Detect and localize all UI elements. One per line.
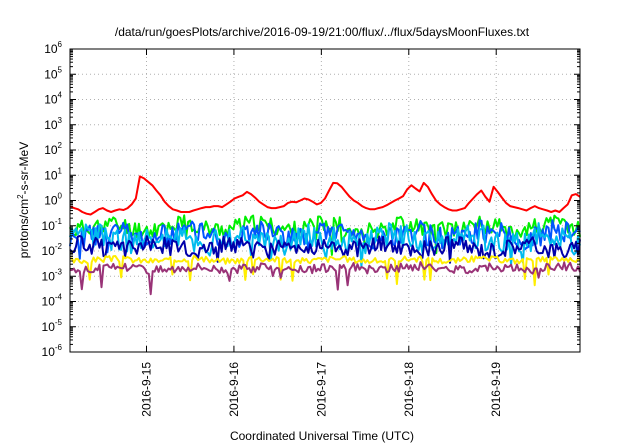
y-tick-exponent: -6 <box>55 343 63 352</box>
y-tick-exponent: 2 <box>58 141 63 150</box>
x-axis: 2016-9-15 2016-9-16 2016-9-17 2016-9-18 2016… <box>140 49 503 417</box>
y-tick-label: 10-2 <box>42 242 63 258</box>
x-tick-label: 2016-9-16 <box>227 362 241 417</box>
y-tick-label: 101 <box>44 166 62 182</box>
grid <box>70 49 580 352</box>
y-tick-exponent: -3 <box>55 267 63 276</box>
y-tick-label: 102 <box>44 141 62 157</box>
y-axis-label: protons/cm2-s-sr-MeV <box>16 142 31 258</box>
y-tick-label: 100 <box>44 192 62 208</box>
series-line <box>69 175 581 216</box>
x-tick-label: 2016-9-18 <box>402 362 416 417</box>
y-axis-label-pre: protons/cm <box>17 199 31 258</box>
y-tick-label: 10-4 <box>42 293 63 309</box>
y-axis: 10-610-510-410-310-210-11001011021031041… <box>42 40 580 359</box>
y-tick-label: 105 <box>44 65 62 81</box>
y-tick-label: 106 <box>44 40 62 56</box>
y-tick-label: 103 <box>44 116 62 132</box>
y-tick-exponent: 0 <box>58 192 63 201</box>
y-tick-exponent: 1 <box>58 166 63 175</box>
y-tick-exponent: -4 <box>55 293 63 302</box>
series-lines <box>69 175 581 296</box>
y-axis-label-sup: 2 <box>16 194 25 199</box>
y-tick-exponent: -2 <box>55 242 63 251</box>
y-tick-label: 10-5 <box>42 318 63 334</box>
y-tick-exponent: 5 <box>58 65 63 74</box>
y-tick-exponent: 6 <box>58 40 63 49</box>
y-tick-label: 10-3 <box>42 267 63 283</box>
y-tick-exponent: 4 <box>58 91 63 100</box>
y-tick-label: 10-6 <box>42 343 63 359</box>
series-line <box>69 261 581 296</box>
y-tick-exponent: -1 <box>55 217 63 226</box>
x-tick-label: 2016-9-19 <box>489 362 503 417</box>
y-tick-label: 104 <box>44 91 62 107</box>
x-tick-label: 2016-9-15 <box>140 362 154 417</box>
x-axis-label: Coordinated Universal Time (UTC) <box>230 429 414 443</box>
series-line <box>69 254 581 287</box>
y-tick-label: 10-1 <box>42 217 63 233</box>
y-tick-exponent: 3 <box>58 116 63 125</box>
series-line <box>69 219 581 260</box>
y-axis-label-post: -s-sr-MeV <box>17 142 31 195</box>
x-tick-label: 2016-9-17 <box>314 362 328 417</box>
chart-title: /data/run/goesPlots/archive/2016-09-19/2… <box>115 25 530 39</box>
y-tick-exponent: -5 <box>55 318 63 327</box>
